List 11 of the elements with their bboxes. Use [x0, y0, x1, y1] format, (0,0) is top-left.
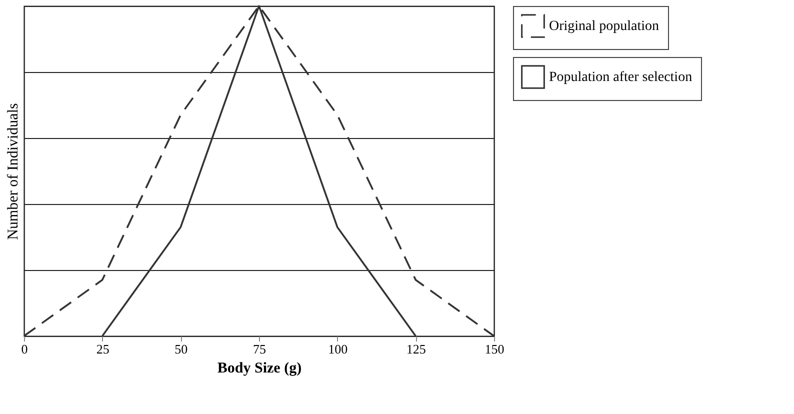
x-tick-label: 150	[484, 342, 504, 356]
legend-label: Original population	[549, 19, 660, 34]
legend-label: Population after selection	[549, 70, 692, 85]
x-axis-title: Body Size (g)	[217, 360, 302, 376]
x-tick-label: 125	[406, 342, 426, 356]
x-tick-label: 100	[328, 342, 348, 356]
x-tick-label: 25	[96, 342, 110, 356]
y-axis-title: Number of Individuals	[6, 103, 22, 240]
x-tick-label: 0	[21, 342, 28, 356]
x-tick-label: 50	[174, 342, 188, 356]
x-tick-label: 75	[253, 342, 266, 356]
